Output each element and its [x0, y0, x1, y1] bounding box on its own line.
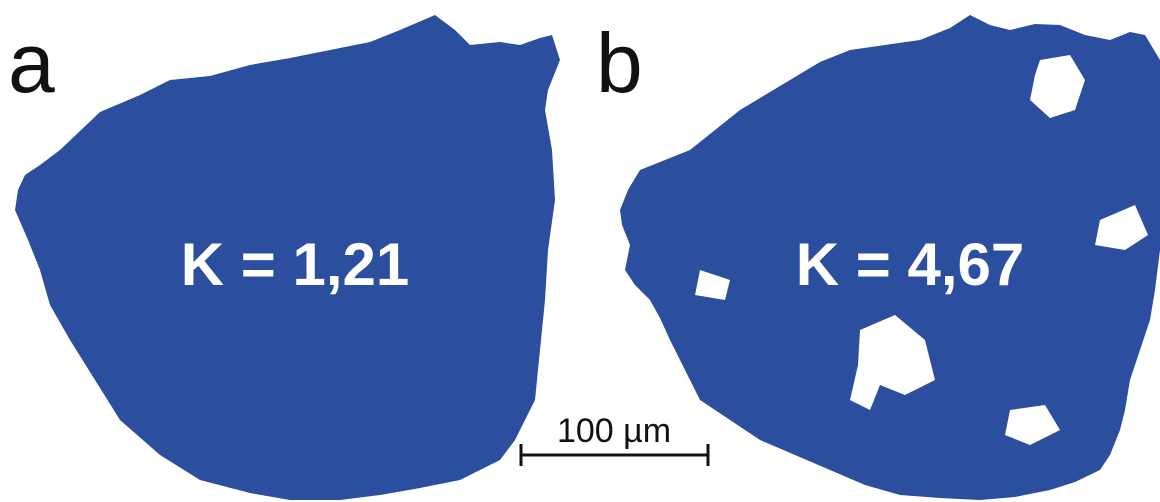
scale-bar-label: 100 µm — [557, 412, 671, 450]
k-value: K = 4,67 — [796, 231, 1025, 298]
panel-label: a — [8, 16, 55, 110]
panel-label: b — [596, 16, 643, 110]
k-value: K = 1,21 — [181, 231, 410, 298]
figure: a b K = 1,21 K = 4,67 100 µm — [0, 0, 1160, 502]
